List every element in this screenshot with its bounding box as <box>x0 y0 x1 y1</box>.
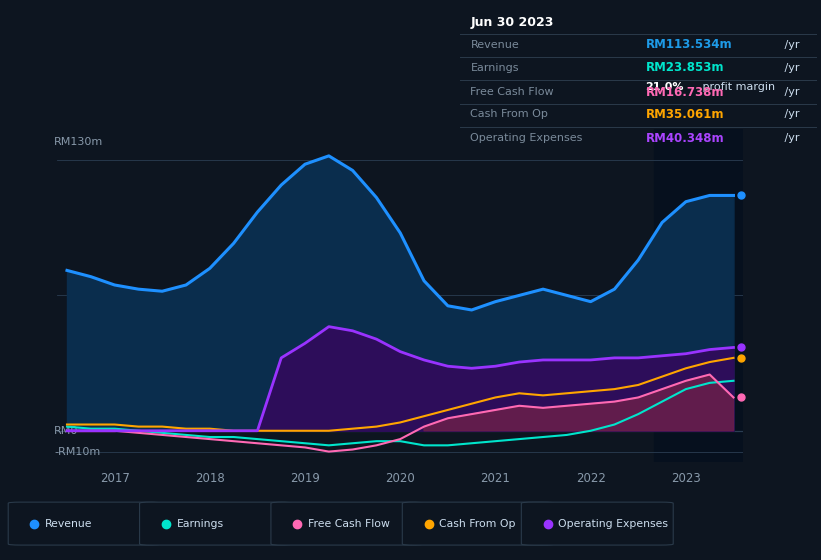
Text: RM23.853m: RM23.853m <box>645 61 724 74</box>
Text: Cash From Op: Cash From Op <box>470 109 548 119</box>
Text: Operating Expenses: Operating Expenses <box>470 133 583 143</box>
Text: /yr: /yr <box>782 87 800 97</box>
Text: Free Cash Flow: Free Cash Flow <box>470 87 554 97</box>
Text: RM130m: RM130m <box>54 137 103 147</box>
Text: RM16.738m: RM16.738m <box>645 86 724 99</box>
Text: RM113.534m: RM113.534m <box>645 39 732 52</box>
Text: Jun 30 2023: Jun 30 2023 <box>470 16 554 29</box>
Text: Cash From Op: Cash From Op <box>439 519 516 529</box>
Text: profit margin: profit margin <box>699 82 775 92</box>
Text: Earnings: Earnings <box>470 63 519 72</box>
FancyBboxPatch shape <box>140 502 291 545</box>
FancyBboxPatch shape <box>402 502 554 545</box>
Text: Operating Expenses: Operating Expenses <box>558 519 668 529</box>
FancyBboxPatch shape <box>271 502 423 545</box>
Text: RM0: RM0 <box>54 426 79 436</box>
FancyBboxPatch shape <box>521 502 673 545</box>
Text: 21.0%: 21.0% <box>645 82 684 92</box>
Text: /yr: /yr <box>782 133 800 143</box>
Text: RM35.061m: RM35.061m <box>645 108 724 120</box>
Text: -RM10m: -RM10m <box>54 446 100 456</box>
Text: Free Cash Flow: Free Cash Flow <box>308 519 390 529</box>
Text: Revenue: Revenue <box>45 519 93 529</box>
FancyBboxPatch shape <box>8 502 160 545</box>
Text: Revenue: Revenue <box>470 40 519 50</box>
Text: RM40.348m: RM40.348m <box>645 132 724 144</box>
Bar <box>654 129 743 462</box>
Text: Earnings: Earnings <box>177 519 223 529</box>
Text: /yr: /yr <box>782 63 800 72</box>
Text: /yr: /yr <box>782 109 800 119</box>
Text: /yr: /yr <box>782 40 800 50</box>
